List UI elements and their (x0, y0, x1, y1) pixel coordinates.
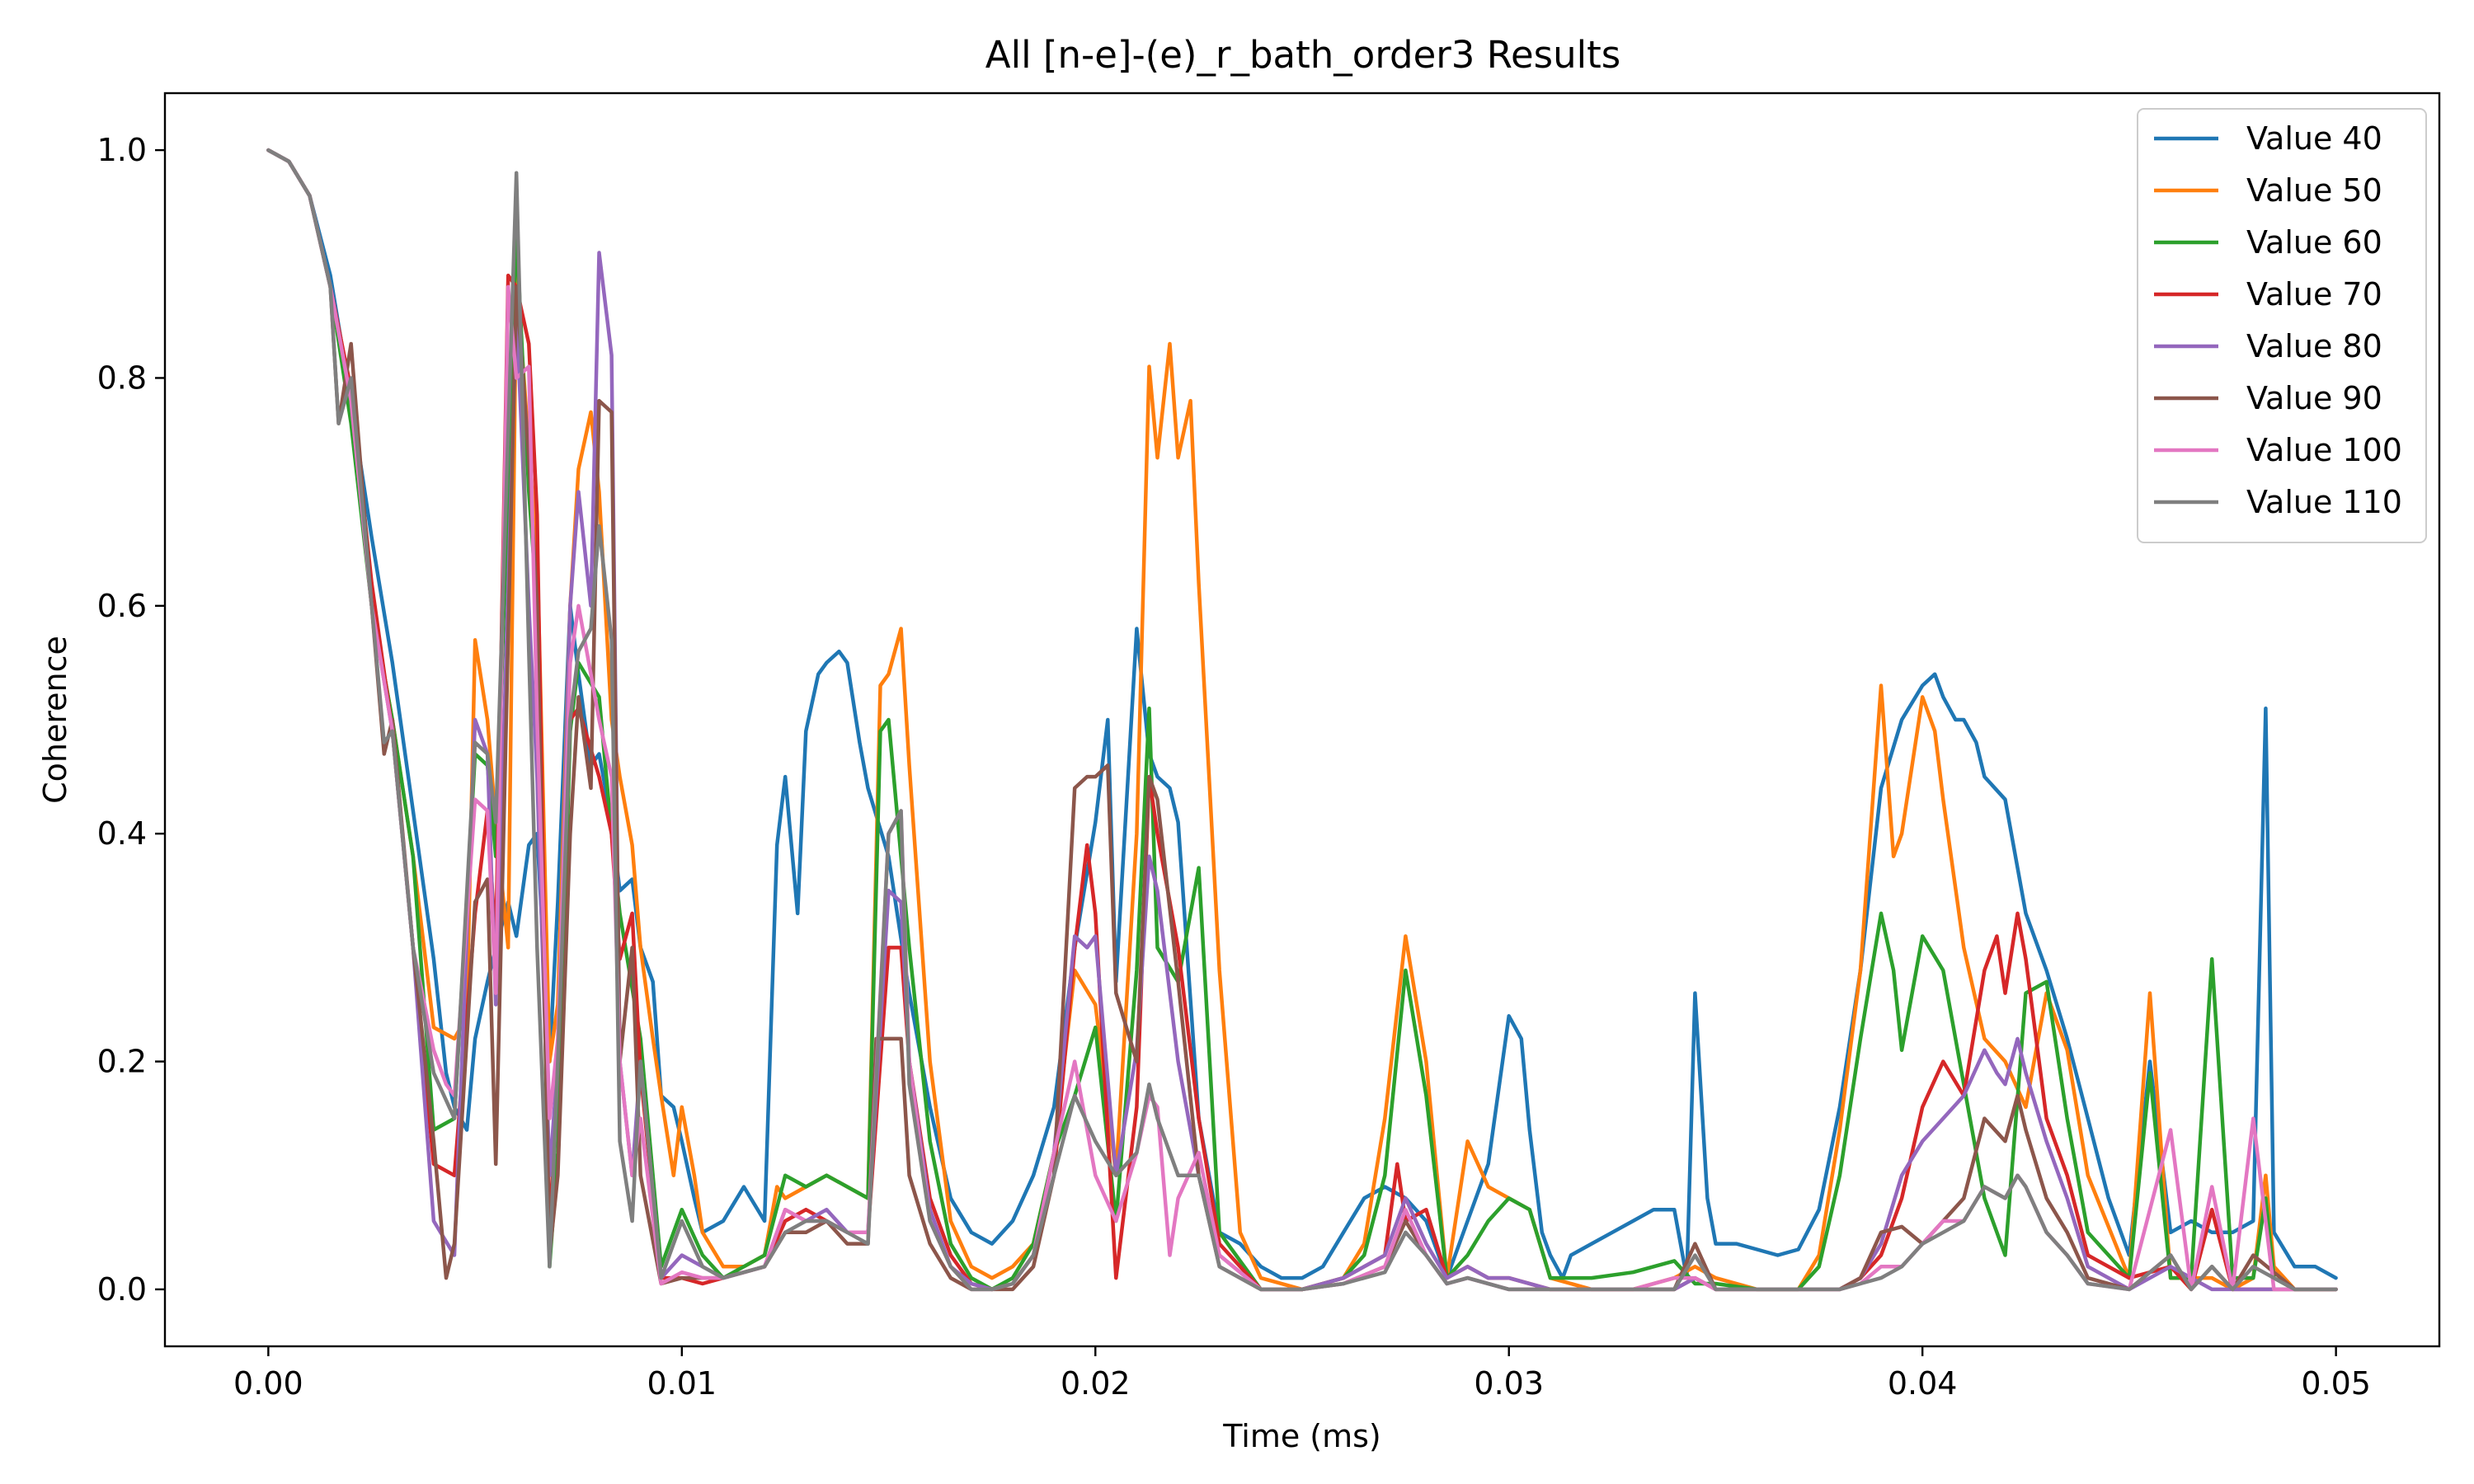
series-line-value-40 (266, 148, 2338, 1280)
x-axis-label: Time (ms) (1222, 1418, 1381, 1454)
legend-label: Value 80 (2246, 328, 2382, 364)
legend-label: Value 40 (2246, 120, 2382, 157)
x-tick-label: 0.03 (1474, 1365, 1544, 1402)
y-tick-label: 0.2 (97, 1044, 147, 1080)
y-axis-ticks: 0.0 0.2 0.4 0.6 0.8 1.0 (97, 132, 165, 1308)
series-line-value-110 (266, 148, 2338, 1292)
chart-title: All [n-e]-(e)_r_bath_order3 Results (985, 33, 1620, 77)
y-axis-label: Coherence (37, 636, 73, 804)
legend-label: Value 100 (2246, 432, 2402, 468)
y-tick-label: 0.4 (97, 815, 147, 852)
legend-label: Value 70 (2246, 276, 2382, 312)
legend: Value 40 Value 50 Value 60 Value 70 Value 80… (2137, 108, 2427, 543)
legend-label: Value 60 (2246, 224, 2382, 261)
x-tick-label: 0.02 (1061, 1365, 1131, 1402)
y-tick-label: 1.0 (97, 132, 147, 168)
y-tick-label: 0.6 (97, 588, 147, 624)
legend-label: Value 50 (2246, 172, 2382, 209)
x-tick-label: 0.04 (1888, 1365, 1958, 1402)
y-tick-label: 0.0 (97, 1271, 147, 1308)
plot-area (266, 148, 2338, 1292)
x-axis-ticks: 0.00 0.01 0.02 0.03 0.04 0.05 (233, 1346, 2371, 1402)
legend-label: Value 90 (2246, 380, 2382, 416)
axes-frame (163, 92, 2441, 1348)
x-tick-label: 0.00 (233, 1365, 303, 1402)
legend-box (2137, 108, 2427, 543)
x-tick-label: 0.01 (647, 1365, 717, 1402)
legend-label: Value 110 (2246, 484, 2402, 520)
y-tick-label: 0.8 (97, 359, 147, 396)
x-tick-label: 0.05 (2301, 1365, 2371, 1402)
